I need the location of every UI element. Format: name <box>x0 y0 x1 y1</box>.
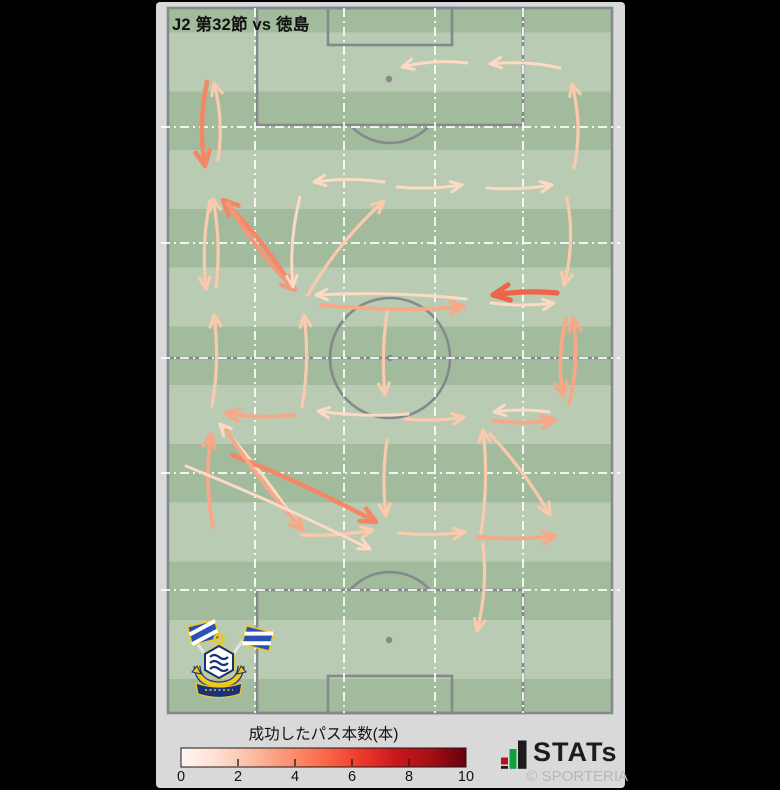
colorbar-tick-label: 10 <box>457 769 475 785</box>
colorbar-tick-label: 0 <box>176 769 186 785</box>
colorbar-tick-labels: 0 2 4 6 8 10 <box>0 769 780 787</box>
sporteria-copyright: © SPORTERIA <box>526 768 628 785</box>
colorbar-title: 成功したパス本数(本) <box>248 726 399 743</box>
stats-logo-text: STATs <box>533 737 618 767</box>
colorbar-tick-label: 2 <box>233 769 243 785</box>
figure-card <box>156 2 625 788</box>
colorbar-tick-label: 6 <box>347 769 357 785</box>
colorbar-tick-label: 8 <box>404 769 414 785</box>
colorbar-tick-label: 4 <box>290 769 300 785</box>
page-title: J2 第32節 vs 徳島 <box>172 16 310 34</box>
